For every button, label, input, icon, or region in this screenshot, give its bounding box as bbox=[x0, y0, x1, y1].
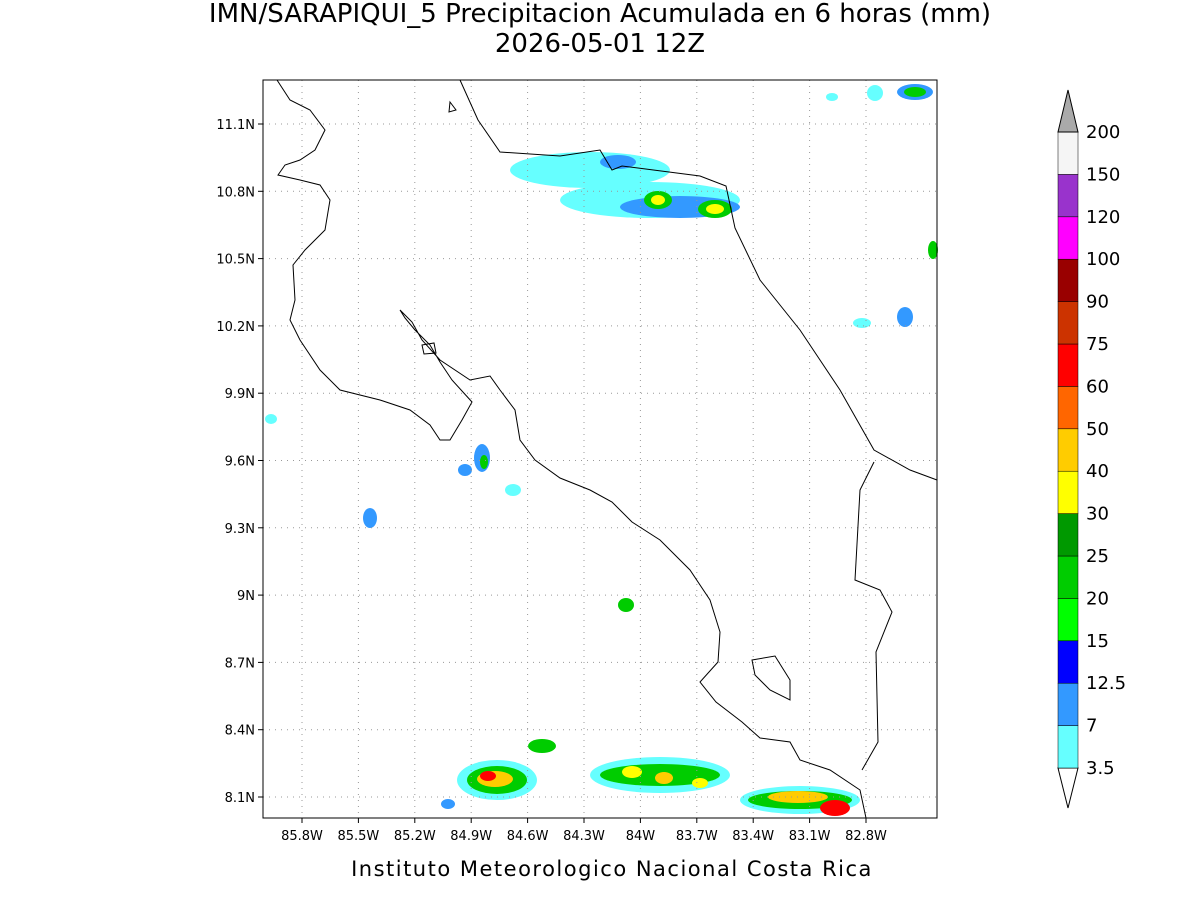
colorbar-band bbox=[1057, 386, 1079, 430]
lon-label: 85.5W bbox=[337, 829, 379, 844]
colorbar-label: 60 bbox=[1086, 376, 1109, 397]
colorbar-band bbox=[1057, 682, 1079, 726]
colorbar-band bbox=[1057, 258, 1079, 302]
lon-label: 82.8W bbox=[845, 829, 887, 844]
lon-label: 83.1W bbox=[789, 829, 831, 844]
lat-label: 10.5N bbox=[216, 253, 255, 268]
colorbar-label: 20 bbox=[1086, 588, 1109, 609]
colorbar-label: 75 bbox=[1086, 334, 1109, 355]
border bbox=[854, 461, 893, 771]
lat-label: 9N bbox=[237, 589, 255, 604]
colorbar-band bbox=[1057, 640, 1079, 684]
lat-label: 8.1N bbox=[225, 791, 255, 806]
lat-label: 9.3N bbox=[225, 522, 255, 537]
map-frame bbox=[262, 79, 938, 819]
lon-label: 83.4W bbox=[732, 829, 774, 844]
colorbar-label: 150 bbox=[1086, 164, 1120, 185]
lat-label: 8.7N bbox=[225, 656, 255, 671]
colorbar-band bbox=[1057, 555, 1079, 599]
colorbar-band bbox=[1057, 131, 1079, 175]
colorbar-end bbox=[1057, 767, 1079, 809]
coastline bbox=[276, 79, 867, 819]
colorbar-band bbox=[1057, 174, 1079, 218]
colorbar-band bbox=[1057, 725, 1079, 769]
lat-label: 10.8N bbox=[216, 185, 255, 200]
lon-label: 84.9W bbox=[450, 829, 492, 844]
colorbar-band bbox=[1057, 301, 1079, 345]
lon-label: 85.8W bbox=[281, 829, 323, 844]
colorbar-label: 100 bbox=[1086, 249, 1120, 270]
colorbar-band bbox=[1057, 343, 1079, 387]
footer: Instituto Meteorologico Nacional Costa R… bbox=[351, 857, 873, 881]
colorbar-label: 25 bbox=[1086, 546, 1109, 567]
title: IMN/SARAPIQUI_5 Precipitacion Acumulada … bbox=[209, 0, 991, 29]
colorbar-band bbox=[1057, 470, 1079, 514]
colorbar-label: 3.5 bbox=[1086, 758, 1115, 779]
colorbar-band bbox=[1057, 598, 1079, 642]
coastline bbox=[459, 79, 938, 481]
colorbar-band bbox=[1057, 513, 1079, 557]
lat-label: 8.4N bbox=[225, 724, 255, 739]
lat-label: 10.2N bbox=[216, 320, 255, 335]
colorbar-label: 7 bbox=[1086, 716, 1097, 737]
colorbar-band bbox=[1057, 216, 1079, 260]
lon-label: 84W bbox=[626, 829, 656, 844]
subtitle: 2026-05-01 12Z bbox=[495, 29, 705, 59]
lon-label: 84.3W bbox=[563, 829, 605, 844]
colorbar-band bbox=[1057, 428, 1079, 472]
colorbar: 3.5 7 12.5 15 20 25 30 40 50 60 75 90 100 120 150 200 bbox=[1057, 89, 1126, 809]
colorbar-label: 15 bbox=[1086, 631, 1109, 652]
colorbar-label: 12.5 bbox=[1086, 673, 1126, 694]
lat-label: 9.9N bbox=[225, 387, 255, 402]
colorbar-label: 120 bbox=[1086, 207, 1120, 228]
lat-label: 9.6N bbox=[225, 455, 255, 470]
coastline bbox=[421, 100, 791, 701]
colorbar-label: 50 bbox=[1086, 419, 1109, 440]
lat-label: 11.1N bbox=[216, 118, 255, 133]
colorbar-label: 30 bbox=[1086, 504, 1109, 525]
colorbar-label: 40 bbox=[1086, 461, 1109, 482]
lon-label: 85.2W bbox=[394, 829, 436, 844]
lon-label: 83.7W bbox=[676, 829, 718, 844]
precipitation bbox=[265, 84, 938, 816]
colorbar-end bbox=[1057, 89, 1079, 133]
lon-label: 84.6W bbox=[507, 829, 549, 844]
map-area bbox=[258, 79, 938, 823]
graticule bbox=[258, 80, 937, 823]
colorbar-label: 200 bbox=[1086, 122, 1120, 143]
colorbar-label: 90 bbox=[1086, 292, 1109, 313]
